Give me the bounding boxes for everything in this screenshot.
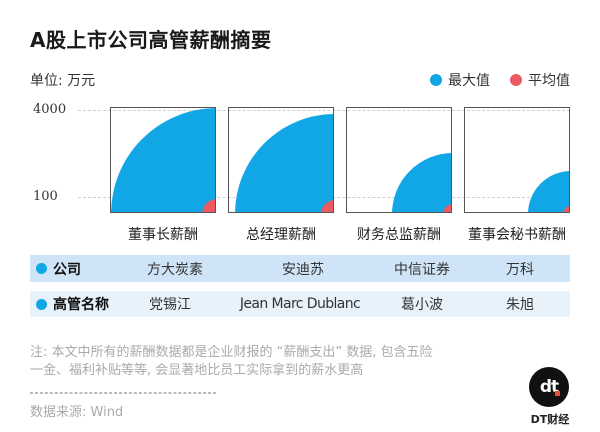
table-cell: 朱旭 bbox=[506, 297, 534, 313]
legend-label-max: 最大值 bbox=[448, 73, 490, 89]
bullet-dot-icon bbox=[36, 298, 47, 310]
data-source: 数据来源: Wind bbox=[30, 405, 124, 420]
y-tick-100: 100 bbox=[33, 189, 58, 204]
gridline-4000 bbox=[78, 110, 570, 111]
row-header-executive: 高管名称 bbox=[30, 294, 109, 314]
quarter-circle-ceo bbox=[235, 114, 333, 212]
chart-box-chairman bbox=[110, 107, 216, 213]
table-row-executive: 高管名称 党锡江 Jean Marc Dublanc 葛小波 朱旭 bbox=[30, 291, 570, 317]
quarter-circle-secretary bbox=[528, 171, 569, 212]
table-cell: 方大炭素 bbox=[147, 261, 203, 278]
logo-text: dt bbox=[539, 377, 559, 397]
chart-box-cfo bbox=[346, 107, 452, 213]
row-header-label: 高管名称 bbox=[53, 297, 109, 313]
legend: 最大值 平均值 bbox=[430, 70, 570, 90]
bullet-dot-icon bbox=[36, 263, 47, 274]
footnote: 注: 本文中所有的薪酬数据都是企业财报的 “薪酬支出” 数据, 包含五险 一金、… bbox=[30, 344, 470, 380]
row-header-label: 公司 bbox=[53, 261, 81, 278]
box-label-cfo: 财务总监薪酬 bbox=[357, 227, 441, 243]
table-cell: 葛小波 bbox=[401, 297, 443, 313]
y-tick-4000: 4000 bbox=[33, 102, 67, 117]
table-row-company: 公司 方大炭素 安迪苏 中信证券 万科 bbox=[30, 255, 570, 282]
page-title: A股上市公司高管薪酬摘要 bbox=[30, 28, 272, 52]
box-label-secretary: 董事会秘书薪酬 bbox=[468, 227, 566, 243]
row-header-company: 公司 bbox=[30, 259, 81, 279]
table-cell: 党锡江 bbox=[149, 297, 191, 313]
table-cell: 安迪苏 bbox=[282, 261, 324, 278]
legend-item-avg: 平均值 bbox=[510, 70, 570, 90]
dt-logo: dt bbox=[529, 367, 569, 407]
legend-label-avg: 平均值 bbox=[528, 73, 570, 89]
chart-box-ceo bbox=[228, 107, 334, 213]
footnote-line-1: 注: 本文中所有的薪酬数据都是企业财报的 “薪酬支出” 数据, 包含五险 bbox=[30, 345, 433, 360]
quarter-circle-chairman bbox=[111, 108, 215, 212]
box-label-ceo: 总经理薪酬 bbox=[246, 227, 316, 243]
legend-dot-max-icon bbox=[430, 74, 442, 86]
footer-divider bbox=[30, 393, 216, 394]
table-cell: 万科 bbox=[506, 261, 534, 278]
table-cell: 中信证券 bbox=[394, 261, 450, 278]
logo-red-square-icon bbox=[555, 391, 560, 396]
quarter-circle-cfo bbox=[392, 153, 451, 212]
legend-dot-avg-icon bbox=[510, 74, 522, 86]
legend-item-max: 最大值 bbox=[430, 70, 490, 90]
brand-name: DT财经 bbox=[530, 413, 570, 426]
chart-box-secretary bbox=[464, 107, 570, 213]
table-cell: Jean Marc Dublanc bbox=[239, 296, 361, 312]
footer-dashed-line bbox=[30, 392, 216, 393]
unit-label: 单位: 万元 bbox=[30, 73, 96, 89]
box-label-chairman: 董事长薪酬 bbox=[128, 227, 198, 243]
footnote-line-2: 一金、福利补贴等等, 会显著地比员工实际拿到的薪水更高 bbox=[30, 363, 364, 378]
